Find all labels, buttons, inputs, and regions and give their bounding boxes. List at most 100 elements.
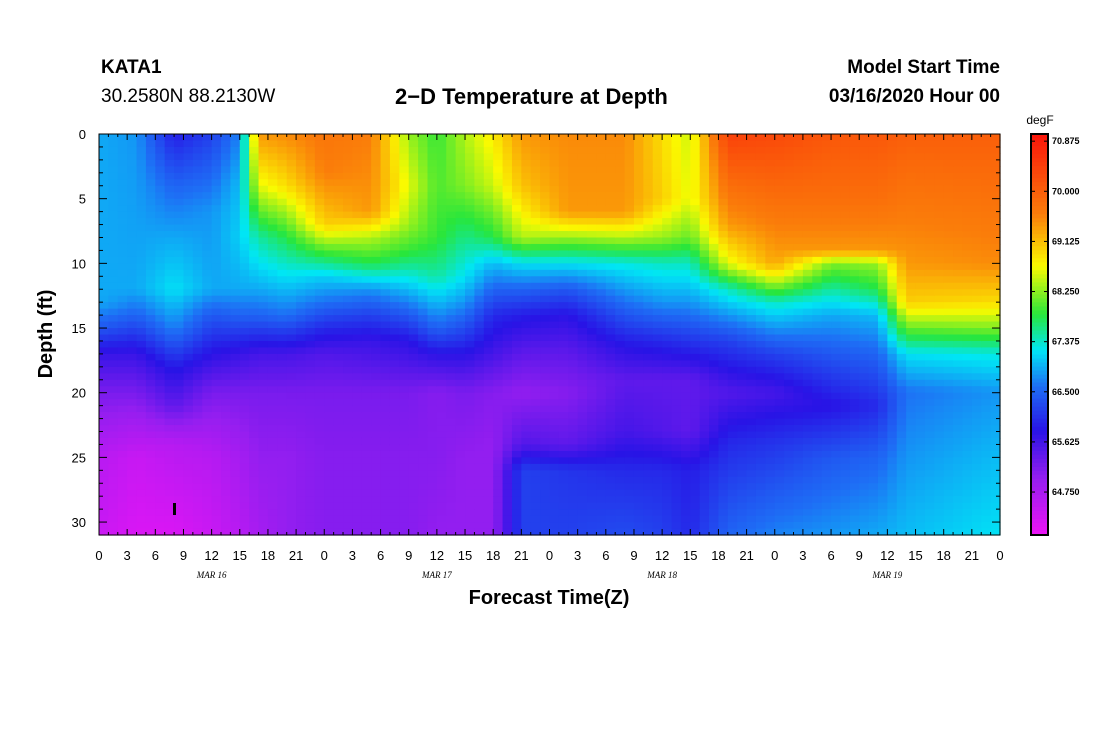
heatmap-cell: [286, 237, 297, 245]
heatmap-cell: [361, 340, 372, 349]
heatmap-cell: [821, 256, 832, 264]
heatmap-cell: [192, 450, 203, 458]
heatmap-cell: [737, 392, 748, 400]
heatmap-cell: [446, 250, 457, 258]
heatmap-cell: [577, 483, 588, 491]
heatmap-cell: [399, 392, 410, 400]
heatmap-cell: [99, 450, 109, 458]
heatmap-cell: [155, 470, 166, 478]
heatmap-cell: [530, 302, 541, 310]
heatmap-cell: [277, 185, 288, 193]
heatmap-cell: [680, 470, 691, 478]
heatmap-cell: [352, 315, 363, 323]
heatmap-cell: [483, 269, 494, 277]
heatmap-cell: [286, 483, 297, 491]
heatmap-cell: [192, 347, 203, 355]
heatmap-cell: [418, 179, 429, 187]
heatmap-cell: [587, 463, 598, 471]
heatmap-cell: [145, 185, 156, 193]
heatmap-cell: [812, 489, 823, 497]
heatmap-cell: [230, 276, 241, 284]
heatmap-cell: [812, 269, 823, 277]
heatmap-cell: [408, 437, 419, 446]
heatmap-cell: [352, 269, 363, 277]
heatmap-cell: [680, 140, 691, 148]
heatmap-cell: [849, 276, 860, 284]
heatmap-cell: [305, 185, 316, 193]
heatmap-cell: [446, 425, 457, 433]
heatmap-cell: [624, 159, 635, 167]
heatmap-cell: [765, 418, 776, 426]
heatmap-cell: [455, 211, 466, 219]
heatmap-cell: [615, 470, 626, 478]
heatmap-cell: [361, 353, 372, 361]
heatmap-cell: [314, 360, 325, 368]
heatmap-cell: [615, 431, 626, 439]
heatmap-cell: [718, 185, 729, 193]
heatmap-cell: [662, 218, 673, 226]
heatmap-cell: [568, 295, 579, 303]
heatmap-cell: [596, 192, 607, 200]
heatmap-cell: [408, 276, 419, 284]
heatmap-cell: [784, 211, 795, 219]
heatmap-cell: [117, 159, 128, 167]
heatmap-cell: [333, 140, 344, 148]
heatmap-cell: [511, 515, 522, 523]
heatmap-cell: [446, 515, 457, 523]
heatmap-cell: [577, 250, 588, 258]
heatmap-cell: [633, 134, 644, 142]
heatmap-cell: [558, 347, 569, 355]
heatmap-cell: [305, 450, 316, 458]
heatmap-cell: [624, 231, 635, 239]
heatmap-cell: [577, 315, 588, 323]
heatmap-cell: [174, 153, 185, 161]
heatmap-cell: [493, 140, 504, 148]
heatmap-cell: [587, 334, 598, 342]
heatmap-cell: [127, 282, 138, 290]
heatmap-cell: [108, 366, 119, 374]
heatmap-cell: [117, 502, 128, 510]
heatmap-cell: [465, 328, 476, 336]
heatmap-cell: [286, 476, 297, 484]
heatmap-cell: [286, 431, 297, 439]
heatmap-cell: [455, 392, 466, 400]
heatmap-cell: [164, 134, 175, 142]
heatmap-cell: [352, 328, 363, 336]
heatmap-cell: [699, 522, 710, 530]
heatmap-cell: [108, 146, 119, 155]
heatmap-cell: [793, 250, 804, 258]
heatmap-cell: [812, 425, 823, 433]
heatmap-cell: [192, 360, 203, 368]
heatmap-cell: [136, 276, 147, 284]
heatmap-cell: [258, 302, 269, 310]
heatmap-cell: [483, 205, 494, 213]
heatmap-cell: [793, 392, 804, 400]
heatmap-cell: [652, 405, 663, 413]
heatmap-cell: [737, 528, 748, 536]
heatmap-cell: [596, 172, 607, 180]
heatmap-cell: [221, 463, 231, 471]
heatmap-cell: [258, 470, 269, 478]
heatmap-cell: [127, 405, 138, 413]
heatmap-cell: [324, 470, 335, 478]
heatmap-cell: [652, 360, 663, 368]
heatmap-cell: [427, 192, 438, 200]
heatmap-cell: [455, 295, 466, 303]
heatmap-cell: [596, 386, 607, 394]
heatmap-cell: [680, 211, 691, 219]
heatmap-cell: [483, 386, 494, 394]
heatmap-cell: [718, 321, 729, 329]
heatmap-cell: [108, 185, 119, 193]
heatmap-cell: [136, 373, 147, 381]
heatmap-cell: [493, 353, 504, 361]
heatmap-cell: [812, 340, 823, 349]
heatmap-cell: [812, 379, 823, 387]
heatmap-cell: [136, 522, 147, 530]
heatmap-cell: [615, 366, 626, 374]
heatmap-cell: [249, 392, 260, 400]
heatmap-cell: [690, 321, 701, 329]
heatmap-cell: [380, 392, 391, 400]
heatmap-cell: [605, 437, 616, 446]
heatmap-cell: [380, 379, 391, 387]
heatmap-cell: [746, 522, 757, 530]
